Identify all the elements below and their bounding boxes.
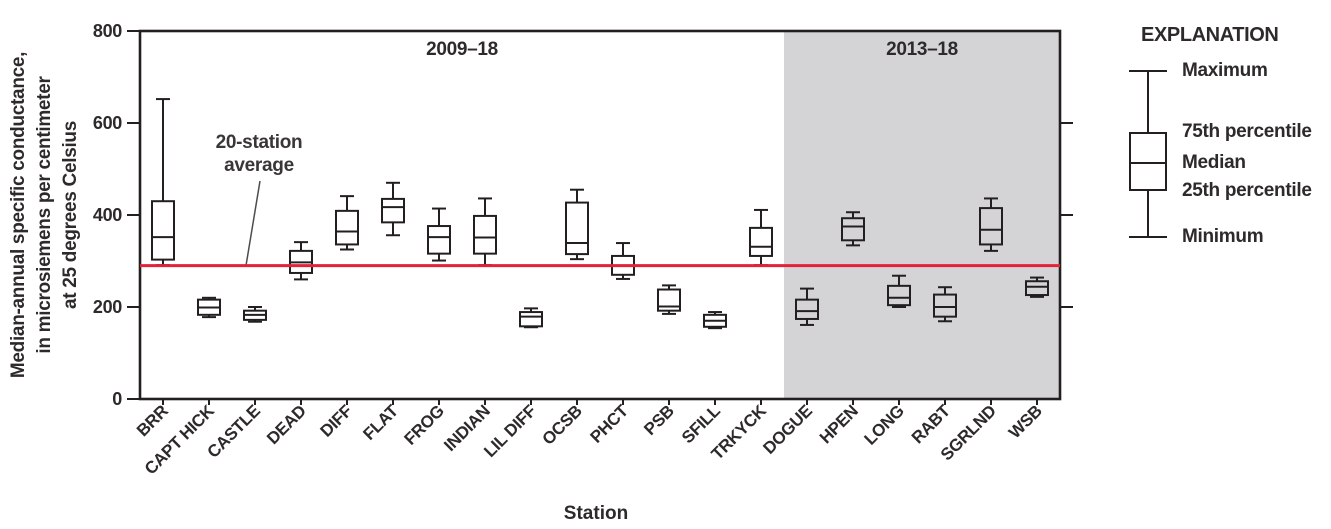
y-axis-title-line3: at 25 degrees Celsius xyxy=(60,120,81,310)
y-axis-tick-label: 400 xyxy=(93,205,122,225)
legend-label-median: Median xyxy=(1182,152,1246,173)
boxplot-indian xyxy=(473,197,497,267)
y-axis-tick-label: 200 xyxy=(93,297,122,317)
legend-iqr-box xyxy=(1129,132,1167,191)
y-axis-tick-label: 0 xyxy=(112,389,122,409)
legend-label-75th-percentile: 75th percentile xyxy=(1182,121,1312,142)
y-axis-title-line1: Median-annual specific conductance, xyxy=(8,51,29,379)
iqr-box xyxy=(473,214,497,255)
legend-title: EXPLANATION xyxy=(1141,24,1279,46)
x-axis-station-label: PHCT xyxy=(587,401,633,447)
x-axis-station-label: PSB xyxy=(640,401,678,439)
boxplot-brr xyxy=(151,98,175,267)
annotation-leader-line xyxy=(245,180,261,266)
x-axis-station-label: OCSB xyxy=(539,401,586,448)
iqr-box xyxy=(565,201,589,256)
x-axis-station-label: BRR xyxy=(133,401,172,440)
legend-upper-whisker xyxy=(1147,72,1149,132)
average-line-annotation: 20-station average xyxy=(189,131,329,177)
y-axis-tick-label: 600 xyxy=(93,113,122,133)
boxplot-ocsb xyxy=(565,188,589,261)
x-axis-station-label: DOGUE xyxy=(759,401,815,457)
boxplot-rabt xyxy=(933,286,957,323)
legend-label-minimum: Minimum xyxy=(1182,226,1264,247)
iqr-box xyxy=(151,200,175,261)
boxplot-psb xyxy=(657,284,681,315)
boxplot-long xyxy=(887,274,911,308)
boxplot-hpen xyxy=(841,211,865,247)
iqr-box xyxy=(933,293,957,318)
iqr-box xyxy=(519,311,543,328)
legend: EXPLANATION Maximum 75th percentile Medi… xyxy=(1128,24,1331,258)
y-axis-tick-label: 800 xyxy=(93,21,122,41)
annotation-line2: average xyxy=(224,155,294,176)
boxplot-lil-diff xyxy=(519,307,543,329)
iqr-box xyxy=(381,197,405,224)
boxplot-diff xyxy=(335,195,359,251)
legend-minimum-cap xyxy=(1129,236,1167,238)
iqr-box xyxy=(427,225,451,255)
x-axis-station-label: DIFF xyxy=(317,401,356,440)
iqr-box xyxy=(335,209,359,246)
x-axis-station-label: WSB xyxy=(1005,401,1046,442)
boxplot-frog xyxy=(427,207,451,262)
x-axis-station-label: DEAD xyxy=(263,401,310,448)
iqr-box xyxy=(1025,280,1049,297)
boxplot-dead xyxy=(289,241,313,281)
boxplot-wsb xyxy=(1025,276,1049,298)
period-label-2009-18: 2009–18 xyxy=(426,39,498,60)
legend-label-25th-percentile: 25th percentile xyxy=(1182,180,1312,201)
x-axis-title: Station xyxy=(563,503,629,524)
legend-maximum-cap xyxy=(1129,70,1167,72)
boxplot-dogue xyxy=(795,287,819,326)
boxplot-castle xyxy=(243,306,267,323)
legend-median-line xyxy=(1129,162,1167,164)
boxplot-flat xyxy=(381,181,405,237)
period-label-2013-18: 2013–18 xyxy=(886,39,958,60)
y-axis-title: Median-annual specific conductance, in m… xyxy=(6,30,86,400)
boxplot-sfill xyxy=(703,311,727,330)
shaded-region-2013-18 xyxy=(784,31,1060,399)
boxplot-trkyck xyxy=(749,208,773,267)
annotation-line1: 20-station xyxy=(215,132,303,153)
boxplot-phct xyxy=(611,242,635,280)
y-axis-title-line2: in microsiemens per centimeter xyxy=(34,76,55,354)
plot-frame xyxy=(138,29,1062,401)
legend-label-maximum: Maximum xyxy=(1182,60,1268,81)
boxplot-sgrlnd xyxy=(979,197,1003,252)
x-axis-station-label: HPEN xyxy=(816,401,862,447)
legend-lower-whisker xyxy=(1147,191,1149,237)
x-axis-station-label: LONG xyxy=(861,401,908,448)
boxplot-capt-hick xyxy=(197,296,221,319)
x-axis-station-label: FLAT xyxy=(359,401,402,444)
iqr-box xyxy=(749,226,773,257)
